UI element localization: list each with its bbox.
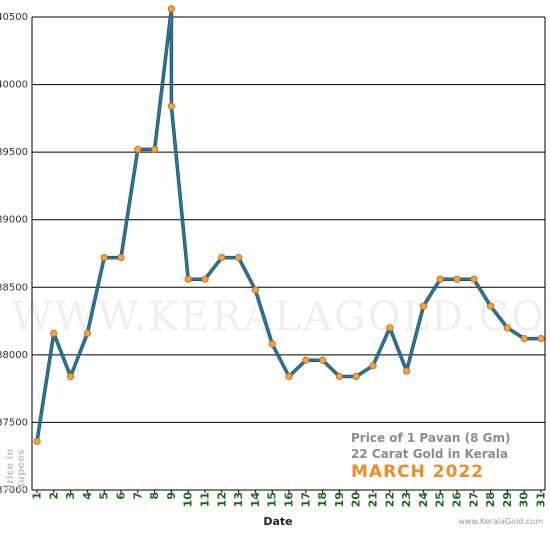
x-tick-label: 17 <box>299 492 312 507</box>
x-tick-label: 28 <box>484 492 497 507</box>
x-tick-label: 19 <box>333 492 346 507</box>
x-tick-label: 22 <box>383 492 396 507</box>
y-axis-title: Price in Rupees <box>5 449 27 491</box>
x-tick-label: 10 <box>182 492 195 508</box>
x-tick-label: 31 <box>535 492 548 507</box>
info-line-1: Price of 1 Pavan (8 Gm) <box>351 431 511 445</box>
x-tick-label: 15 <box>266 492 279 507</box>
data-point <box>503 324 511 332</box>
x-tick-label: 8 <box>148 492 161 500</box>
x-tick-label: 7 <box>131 492 144 500</box>
data-point <box>151 145 159 154</box>
watermark-text: WWW.KERALAGOLD.COM <box>11 294 550 340</box>
x-tick-label: 24 <box>417 492 430 508</box>
data-point <box>453 275 461 283</box>
x-tick-label: 5 <box>98 492 111 500</box>
data-point <box>318 356 327 364</box>
data-point <box>335 372 343 381</box>
x-tick-label: 27 <box>467 492 480 507</box>
x-tick-label: 4 <box>81 492 94 500</box>
data-point <box>251 286 259 294</box>
y-axis-title-line1: Price in <box>5 449 16 491</box>
data-point <box>302 356 310 364</box>
x-tick-label: 2 <box>47 492 60 500</box>
data-point <box>50 329 58 337</box>
data-point <box>134 145 142 154</box>
y-tick-label: 37500 <box>0 417 28 428</box>
x-tick-label: 12 <box>215 492 228 507</box>
y-tick-labels: 37000 37500 38000 38500 39000 39500 40000 40500 <box>0 12 28 496</box>
y-axis-title-line2: Rupees <box>16 449 27 491</box>
y-tick-label: 38000 <box>0 350 28 361</box>
x-tick-label: 1 <box>31 492 44 500</box>
data-point <box>167 102 175 110</box>
data-point <box>419 302 427 310</box>
data-point <box>369 362 377 370</box>
y-tick-label: 40500 <box>0 12 28 23</box>
data-point <box>201 275 209 283</box>
data-point <box>218 253 226 262</box>
y-tick-label: 37000 <box>0 485 28 496</box>
x-tick-labels: 1 2 3 4 5 6 7 8 9 10 11 12 13 14 15 16 17 18 19 20 21 22 23 24 2… <box>31 492 548 508</box>
data-point <box>167 5 175 13</box>
x-tick-label: 13 <box>232 492 245 507</box>
x-tick-label: 18 <box>316 492 329 507</box>
x-tick-label: 14 <box>249 492 262 508</box>
x-tick-label: 9 <box>165 492 178 500</box>
data-point <box>235 253 243 262</box>
data-point <box>285 372 293 381</box>
x-tick-label: 30 <box>518 492 531 508</box>
y-tick-label: 38500 <box>0 282 28 293</box>
credit-text: www.KeralaGold.com <box>458 517 543 526</box>
info-line-3: MARCH 2022 <box>351 462 484 482</box>
y-tick-label: 39000 <box>0 215 28 226</box>
y-tick-label: 39500 <box>0 147 28 158</box>
x-tick-label: 23 <box>400 492 413 507</box>
data-point <box>184 275 192 283</box>
data-point <box>83 329 92 337</box>
data-point <box>436 275 444 283</box>
data-point <box>386 324 394 332</box>
data-point <box>268 340 276 348</box>
data-point <box>117 253 125 262</box>
x-tick-label: 25 <box>434 492 447 507</box>
x-tick-label: 16 <box>283 492 296 508</box>
y-tick-label: 40000 <box>0 80 28 91</box>
x-tick-label: 6 <box>115 492 128 500</box>
info-line-2: 22 Carat Gold in Kerala <box>351 447 508 461</box>
x-tick-label: 20 <box>350 492 363 508</box>
x-tick-label: 21 <box>367 492 380 507</box>
data-point <box>67 372 75 381</box>
x-tick-label: 3 <box>64 492 77 500</box>
data-point <box>520 335 528 343</box>
x-tick-label: 29 <box>501 492 514 507</box>
data-point <box>470 275 478 283</box>
data-point <box>537 335 545 343</box>
data-point <box>33 437 41 445</box>
data-point <box>486 302 495 310</box>
grid-layer <box>32 16 545 491</box>
data-points <box>33 5 545 445</box>
data-point <box>402 367 411 375</box>
data-point <box>352 372 360 381</box>
axis-layer <box>31 17 546 493</box>
x-axis-title: Date <box>263 515 292 528</box>
data-point <box>100 253 108 262</box>
x-tick-label: 11 <box>199 492 212 507</box>
x-tick-label: 26 <box>451 492 464 508</box>
